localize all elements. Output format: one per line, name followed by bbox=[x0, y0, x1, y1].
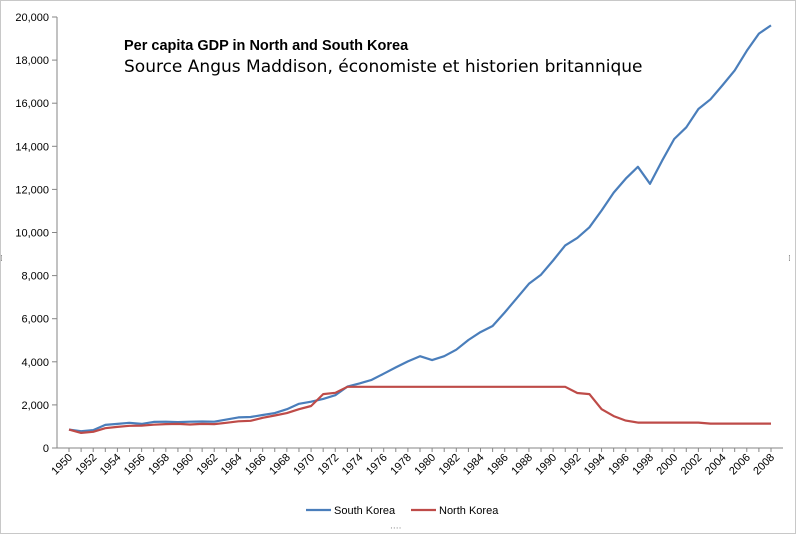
x-tick-label: 1956 bbox=[122, 452, 148, 478]
x-tick-label: 1954 bbox=[98, 452, 124, 478]
x-tick-label: 2002 bbox=[679, 452, 705, 478]
y-tick-label: 8,000 bbox=[21, 271, 49, 283]
x-tick-label: 1966 bbox=[243, 452, 269, 478]
x-tick-label: 1990 bbox=[533, 452, 559, 478]
x-axis-tick-labels: 1950195219541956195819601962196419661968… bbox=[49, 452, 777, 478]
x-tick-label: 1980 bbox=[412, 452, 438, 478]
y-tick-label: 16,000 bbox=[15, 98, 49, 110]
x-tick-label: 1962 bbox=[195, 452, 221, 478]
x-tick-label: 1982 bbox=[437, 452, 463, 478]
legend-label-south-korea: South Korea bbox=[334, 505, 396, 517]
y-tick-label: 2,000 bbox=[21, 400, 49, 412]
x-tick-label: 1996 bbox=[606, 452, 632, 478]
y-tick-label: 6,000 bbox=[21, 314, 49, 326]
y-tick-label: 18,000 bbox=[15, 55, 49, 67]
chart-title: Per capita GDP in North and South Korea bbox=[124, 38, 409, 54]
x-tick-label: 1952 bbox=[74, 452, 100, 478]
x-tick-label: 1964 bbox=[219, 452, 245, 478]
x-tick-label: 1970 bbox=[291, 452, 317, 478]
chart-axes bbox=[52, 16, 783, 452]
x-tick-label: 2006 bbox=[727, 452, 753, 478]
x-tick-label: 1976 bbox=[364, 452, 390, 478]
x-tick-label: 1972 bbox=[316, 452, 342, 478]
right-resize-handle[interactable]: ⁞ bbox=[788, 254, 791, 264]
x-tick-label: 1994 bbox=[582, 452, 608, 478]
series-line-north-korea bbox=[68, 385, 771, 434]
x-tick-label: 1986 bbox=[485, 452, 511, 478]
x-tick-label: 1992 bbox=[558, 452, 584, 478]
x-tick-label: 2008 bbox=[751, 452, 777, 478]
chart-subtitle: Source Angus Maddison, économiste et his… bbox=[124, 57, 643, 77]
x-tick-label: 1960 bbox=[170, 452, 196, 478]
y-axis-tick-labels: 0 2,000 4,000 6,000 8,000 10,000 12,000 14,000 1… bbox=[15, 12, 49, 455]
series-lines bbox=[68, 24, 772, 434]
y-tick-label: 0 bbox=[43, 443, 49, 455]
x-tick-label: 1950 bbox=[49, 452, 75, 478]
x-tick-label: 2004 bbox=[703, 452, 729, 478]
x-tick-label: 1988 bbox=[509, 452, 535, 478]
x-tick-label: 1984 bbox=[461, 452, 487, 478]
y-tick-label: 12,000 bbox=[15, 184, 49, 196]
bottom-resize-handle[interactable]: ···· bbox=[390, 524, 402, 534]
legend-label-north-korea: North Korea bbox=[439, 505, 499, 517]
x-tick-label: 1958 bbox=[146, 452, 172, 478]
legend: South Korea North Korea bbox=[306, 505, 499, 517]
x-tick-label: 1974 bbox=[340, 452, 366, 478]
series-line-south-korea bbox=[68, 24, 772, 433]
x-tick-label: 2000 bbox=[654, 452, 680, 478]
x-tick-label: 1998 bbox=[630, 452, 656, 478]
y-tick-label: 20,000 bbox=[15, 12, 49, 24]
y-tick-label: 14,000 bbox=[15, 141, 49, 153]
x-tick-label: 1968 bbox=[267, 452, 293, 478]
y-tick-label: 10,000 bbox=[15, 228, 49, 240]
y-tick-label: 4,000 bbox=[21, 357, 49, 369]
left-resize-handle[interactable]: ⁞ bbox=[0, 254, 3, 264]
x-tick-label: 1978 bbox=[388, 452, 414, 478]
